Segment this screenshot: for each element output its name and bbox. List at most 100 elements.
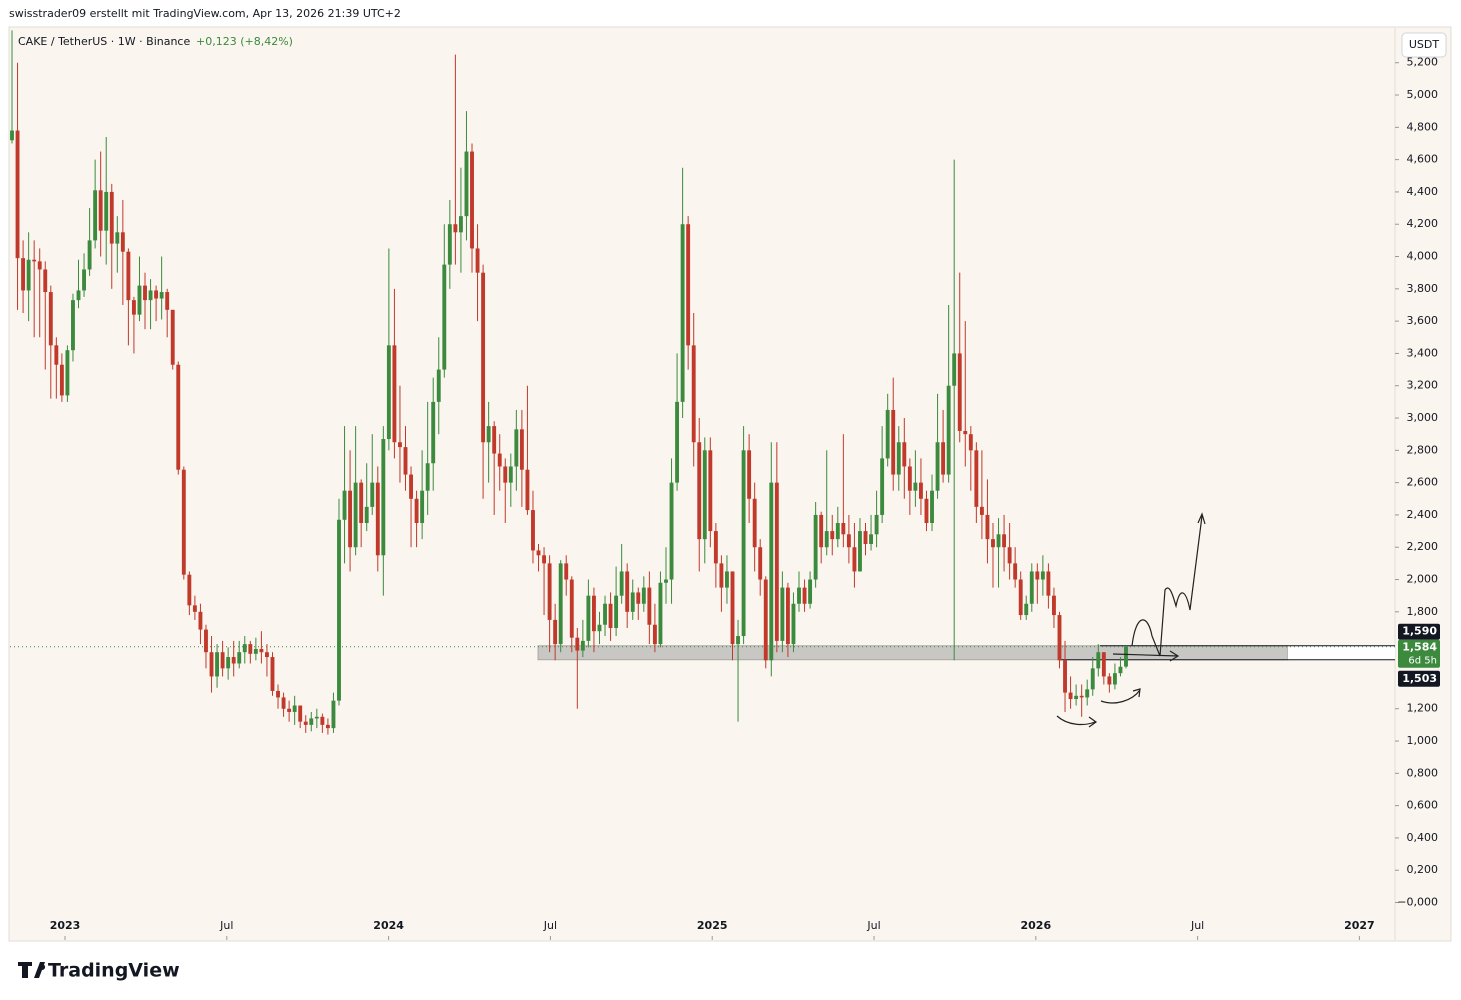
candle-body: [43, 269, 48, 293]
candle-body: [597, 624, 602, 632]
candle-body: [342, 490, 347, 520]
y-tick-label: 4,000: [1407, 250, 1439, 263]
y-tick-label: 4,600: [1407, 153, 1439, 166]
y-tick-label: −0,000: [1397, 896, 1438, 909]
candle-body: [464, 151, 469, 217]
currency-box[interactable]: [1401, 32, 1447, 58]
candle-body: [198, 611, 203, 630]
drawn-arrow: [1100, 688, 1141, 704]
candle-body: [1002, 534, 1007, 548]
candle-body: [941, 442, 946, 475]
chart-area: [8, 26, 1452, 942]
candle-body: [957, 353, 962, 431]
y-tick-label: 0,400: [1407, 831, 1439, 844]
candle-body: [220, 652, 225, 669]
candle-body: [215, 652, 220, 677]
candle-body: [109, 191, 114, 244]
candle-body: [896, 442, 901, 475]
candle-body: [87, 240, 92, 270]
candle-body: [1007, 547, 1012, 564]
candle-body: [325, 724, 330, 729]
candle-body: [686, 224, 691, 346]
candle-body: [237, 652, 242, 664]
candle-body: [337, 519, 341, 701]
candle-body: [636, 592, 641, 604]
candle-body: [647, 587, 652, 625]
candle-body: [974, 450, 979, 507]
candle-body: [1118, 666, 1123, 674]
y-tick-label: 3,000: [1407, 411, 1439, 424]
y-tick-label: 3,400: [1407, 346, 1439, 359]
candle-body: [159, 292, 164, 299]
header: swisstrader09 erstellt mit TradingView.c…: [9, 7, 401, 20]
candle-body: [1052, 595, 1056, 616]
y-tick-label: 0,800: [1407, 766, 1439, 779]
candle-body: [287, 708, 292, 712]
y-tick-label: 2,600: [1407, 476, 1439, 489]
candle-body: [1124, 646, 1128, 667]
candle-body: [880, 458, 885, 515]
candle-body: [780, 587, 785, 641]
candle-body: [442, 264, 447, 370]
candle-body: [359, 482, 364, 524]
candle-body: [10, 130, 14, 141]
candle-body: [713, 531, 718, 564]
candle-body: [885, 409, 890, 459]
x-tick-label: Jul: [1190, 919, 1204, 932]
candle-body: [769, 482, 774, 661]
candle-body: [65, 350, 70, 396]
candle-body: [381, 439, 386, 556]
candle-body: [1063, 660, 1067, 693]
candle-body: [486, 426, 491, 443]
candle-body: [907, 466, 912, 491]
y-tick-label: 2,200: [1407, 540, 1439, 553]
candle-body: [558, 563, 563, 645]
candle-body: [968, 434, 973, 451]
plot: 5,200 5,000 4,800 4,600 4,400 4,200 4,000 3,800…: [10, 28, 1440, 940]
candle-body: [702, 450, 707, 540]
candle-body: [680, 224, 685, 402]
candle-body: [930, 490, 934, 524]
price-label: 1,503: [1402, 672, 1437, 685]
candle-body: [492, 426, 497, 454]
candle-body: [331, 700, 336, 729]
candle-body: [741, 450, 746, 637]
candle-body: [652, 624, 657, 645]
brand: TradingView: [48, 960, 180, 982]
candle-body: [231, 657, 236, 664]
candle-body: [253, 648, 258, 654]
candle-body: [675, 401, 680, 483]
candle-body: [1107, 676, 1112, 685]
candle-body: [309, 718, 314, 725]
candle-body: [470, 151, 474, 249]
candle-body: [1090, 668, 1095, 690]
candle-body: [658, 582, 663, 645]
candle-body: [137, 285, 142, 315]
drawings: [1056, 512, 1206, 728]
candle-body: [935, 442, 940, 491]
candle-body: [209, 652, 214, 677]
candle-body: [226, 657, 231, 669]
candle-body: [187, 574, 192, 606]
candle-body: [425, 463, 430, 491]
candle-body: [952, 353, 957, 386]
candle-body: [1085, 689, 1090, 698]
candle-body: [481, 272, 486, 443]
candle-body: [1029, 571, 1034, 604]
candle-body: [797, 587, 801, 604]
candle-body: [1096, 652, 1101, 669]
candle-body: [104, 191, 109, 231]
candle-body: [204, 629, 208, 653]
candle-body: [1068, 692, 1073, 700]
candle-body: [913, 482, 918, 491]
candle-body: [265, 652, 269, 658]
candle-body: [553, 619, 558, 645]
candle-body: [353, 482, 358, 548]
candle-body: [181, 469, 186, 575]
candle-body: [1112, 673, 1117, 685]
price-label: 1,590: [1402, 625, 1437, 638]
candle-body: [536, 550, 541, 556]
y-tick-label: 5,000: [1407, 88, 1439, 101]
candle-body: [276, 690, 280, 698]
candle-body: [76, 290, 81, 301]
